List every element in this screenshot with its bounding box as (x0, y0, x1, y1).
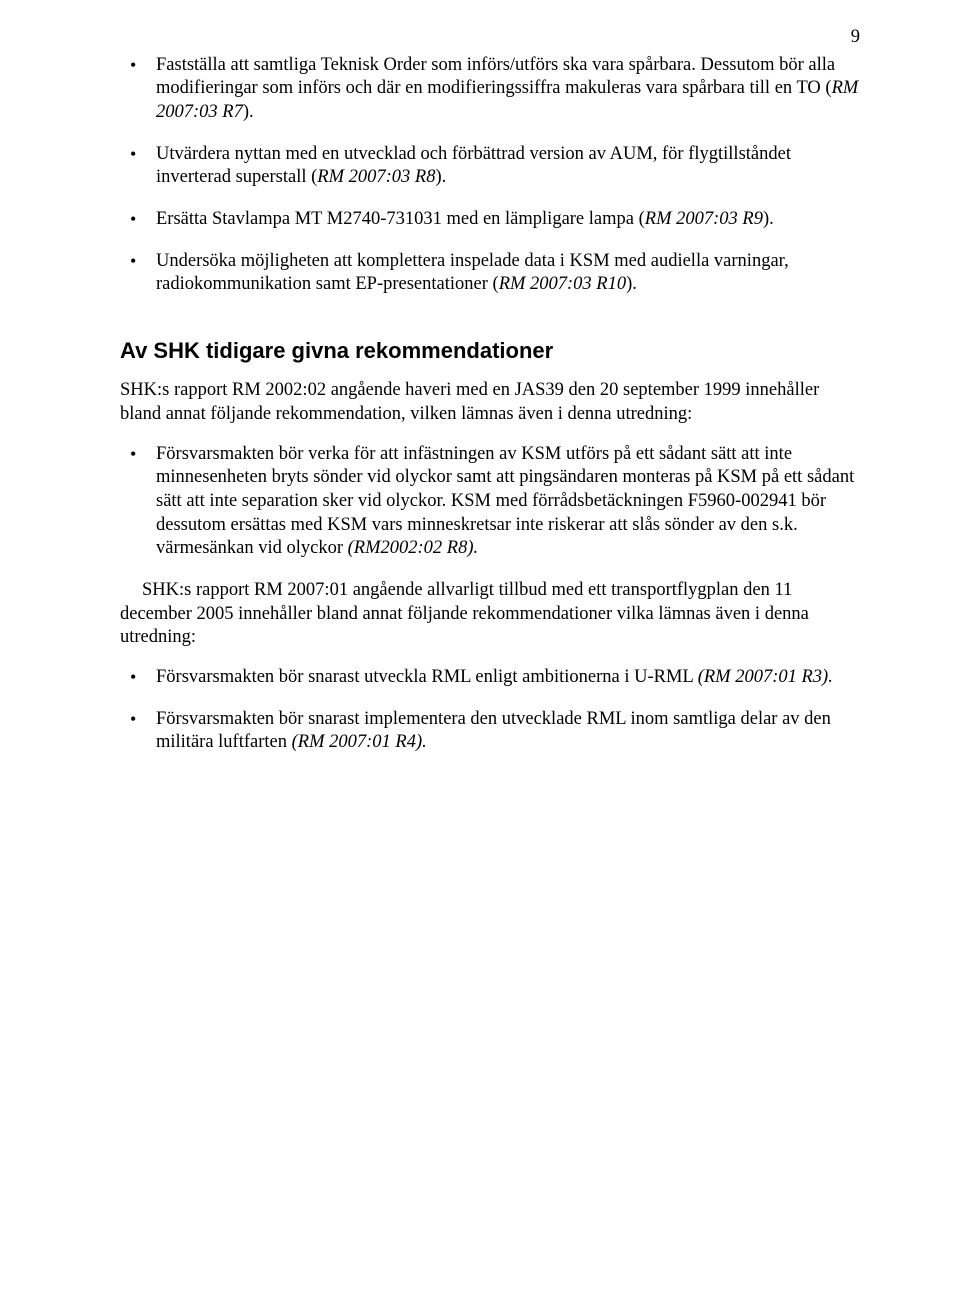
bullet-text-after: ). (243, 102, 254, 122)
bullet-text: Försvarsmakten bör snarast utveckla RML … (156, 667, 698, 687)
top-bullet-list: Fastställa att samtliga Teknisk Order so… (120, 54, 860, 297)
reference-citation: RM 2007:03 R10 (499, 274, 626, 294)
mid-bullet-list: Försvarsmakten bör verka för att infästn… (120, 443, 860, 561)
list-item: Utvärdera nyttan med en utvecklad och fö… (120, 143, 860, 190)
second-paragraph: SHK:s rapport RM 2007:01 angående allvar… (120, 579, 860, 650)
section-heading: Av SHK tidigare givna rekommendationer (120, 337, 860, 365)
bullet-text-after: ). (626, 274, 637, 294)
reference-citation: RM 2007:03 R8 (317, 167, 435, 187)
list-item: Fastställa att samtliga Teknisk Order so… (120, 54, 860, 125)
bullet-text: Undersöka möjligheten att komplettera in… (156, 251, 789, 295)
end-bullet-list: Försvarsmakten bör snarast utveckla RML … (120, 666, 860, 755)
page-number: 9 (120, 26, 860, 50)
intro-paragraph: SHK:s rapport RM 2002:02 angående haveri… (120, 379, 860, 426)
list-item: Ersätta Stavlampa MT M2740-731031 med en… (120, 208, 860, 232)
list-item: Försvarsmakten bör snarast utveckla RML … (120, 666, 860, 690)
list-item: Försvarsmakten bör snarast implementera … (120, 708, 860, 755)
bullet-text: Ersätta Stavlampa MT M2740-731031 med en… (156, 209, 645, 229)
list-item: Försvarsmakten bör verka för att infästn… (120, 443, 860, 561)
bullet-text: Försvarsmakten bör verka för att infästn… (156, 444, 854, 559)
list-item: Undersöka möjligheten att komplettera in… (120, 250, 860, 297)
reference-citation: (RM2002:02 R8). (348, 538, 479, 558)
bullet-text-after: ). (763, 209, 774, 229)
reference-citation: (RM 2007:01 R3). (698, 667, 833, 687)
bullet-text: Försvarsmakten bör snarast implementera … (156, 709, 831, 753)
bullet-text: Utvärdera nyttan med en utvecklad och fö… (156, 144, 791, 188)
reference-citation: RM 2007:03 R9 (645, 209, 763, 229)
document-page: 9 Fastställa att samtliga Teknisk Order … (0, 0, 960, 1295)
reference-citation: (RM 2007:01 R4). (292, 732, 427, 752)
bullet-text-after: ). (435, 167, 446, 187)
bullet-text: Fastställa att samtliga Teknisk Order so… (156, 55, 835, 99)
